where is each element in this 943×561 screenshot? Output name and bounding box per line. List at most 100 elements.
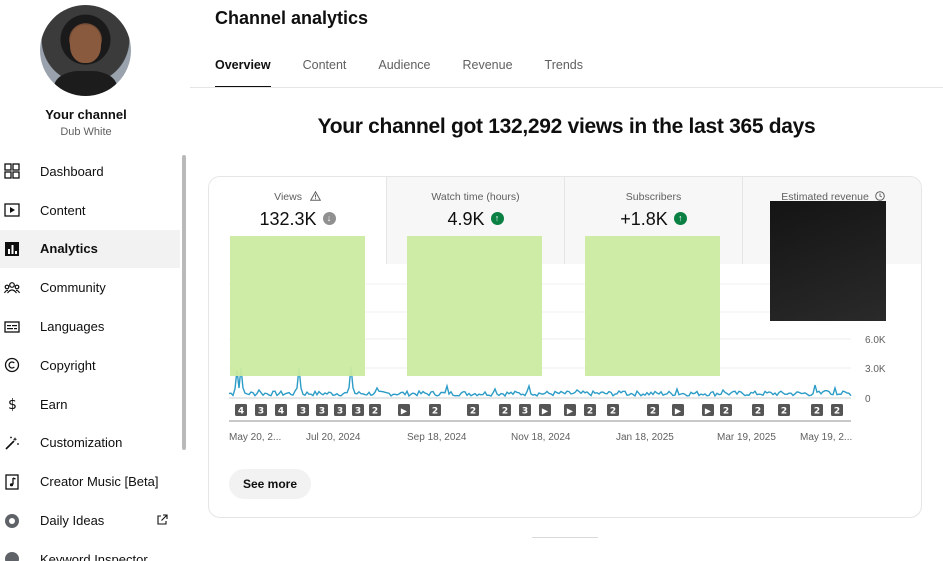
tab-audience[interactable]: Audience: [378, 58, 431, 72]
video-marker: [499, 404, 511, 416]
y-tick-label: 3.0K: [865, 364, 886, 375]
video-marker-label: 3: [522, 407, 528, 417]
tab-content[interactable]: Content: [302, 58, 347, 72]
video-marker-label: 2: [755, 407, 761, 417]
sidebar-item-daily-ideas[interactable]: Daily Ideas: [0, 501, 180, 540]
sidebar-item-keyword-inspector[interactable]: Keyword Inspector: [0, 540, 180, 561]
x-tick-label: Jul 20, 2024: [306, 432, 361, 443]
page-title: Channel analytics: [215, 8, 369, 28]
video-marker: [255, 404, 267, 416]
sidebar-item-copyright[interactable]: Copyright: [0, 346, 180, 385]
video-marker-label: ▶: [675, 407, 682, 416]
video-marker-label: ▶: [705, 407, 712, 416]
sidebar-scrollbar[interactable]: [182, 155, 186, 450]
video-marker: [334, 404, 346, 416]
see-more-button[interactable]: See more: [229, 469, 312, 499]
sidebar-item-label: Daily Ideas: [40, 513, 105, 529]
video-marker-label: 2: [610, 407, 616, 417]
sidebar-item-label: Languages: [40, 319, 105, 335]
keyword-inspector-icon: [3, 551, 20, 561]
video-marker-label: 2: [432, 407, 438, 417]
external-link-icon[interactable]: [156, 513, 168, 531]
video-marker: [539, 404, 551, 416]
metric-label-text: Estimated revenue: [781, 191, 869, 203]
video-marker-label: 2: [587, 407, 593, 417]
sidebar-item-community[interactable]: Community: [0, 268, 180, 307]
channel-name: Your channel: [45, 107, 127, 122]
tab-overview[interactable]: Overview: [215, 58, 271, 88]
video-marker-label: 2: [814, 407, 820, 417]
sidebar-item-label: Analytics: [40, 241, 98, 257]
creator-music-icon: [3, 473, 20, 490]
video-marker: [811, 404, 823, 416]
clock-icon: [874, 191, 885, 201]
sidebar-item-analytics[interactable]: Analytics: [0, 229, 180, 269]
divider: [532, 537, 598, 538]
tab-revenue[interactable]: Revenue: [462, 58, 513, 72]
series-line-views: [228, 366, 852, 398]
video-marker: [778, 404, 790, 416]
metric-label: Watch time (hours): [431, 191, 520, 203]
video-marker: [467, 404, 479, 416]
x-tick-label: May 19, 2...: [800, 432, 852, 443]
video-marker: [702, 404, 714, 416]
video-marker: [235, 404, 247, 416]
redaction-block: [585, 236, 720, 376]
video-marker: [831, 404, 843, 416]
video-marker: [584, 404, 596, 416]
metric-value: +1.8K ↑: [565, 209, 742, 230]
analytics-tabs: Overview Content Audience Revenue Trends: [215, 58, 615, 88]
video-marker: [564, 404, 576, 416]
sidebar-item-label: Dashboard: [40, 163, 104, 179]
channel-handle: Dub White: [60, 126, 112, 138]
metric-value: 4.9K ↑: [387, 209, 564, 230]
video-marker: [429, 404, 441, 416]
avatar-shirt: [54, 71, 117, 96]
x-tick-label: May 20, 2...: [229, 432, 281, 443]
x-tick-label: Sep 18, 2024: [407, 432, 467, 443]
x-tick-label: Jan 18, 2025: [616, 432, 674, 443]
metric-value-text: +1.8K: [620, 209, 668, 229]
video-marker-label: 3: [355, 407, 361, 417]
sidebar-item-creator-music[interactable]: Creator Music [Beta]: [0, 462, 180, 501]
svg-text:$: $: [8, 397, 17, 412]
sidebar-item-label: Keyword Inspector: [40, 551, 148, 561]
avatar-face: [70, 25, 101, 63]
video-marker: [369, 404, 381, 416]
metric-label-text: Views: [274, 191, 302, 203]
metric-label: Estimated revenue: [743, 191, 921, 203]
y-tick-label: 0: [865, 394, 871, 405]
video-marker-label: 3: [300, 407, 306, 417]
video-marker-label: 3: [258, 407, 264, 417]
sidebar-item-dashboard[interactable]: Dashboard: [0, 152, 180, 191]
sidebar-item-customization[interactable]: Customization: [0, 424, 180, 463]
video-marker-label: 3: [337, 407, 343, 417]
tabs-divider: [190, 87, 943, 88]
sidebar-item-label: Earn: [40, 396, 68, 412]
video-marker-label: ▶: [401, 407, 408, 416]
video-marker: [607, 404, 619, 416]
video-marker: [720, 404, 732, 416]
warning-icon: [309, 190, 322, 201]
video-marker: [275, 404, 287, 416]
sidebar-item-label: Customization: [40, 435, 123, 451]
video-marker-label: 2: [781, 407, 787, 417]
channel-avatar[interactable]: [40, 5, 131, 96]
sidebar-item-content[interactable]: Content: [0, 191, 180, 230]
video-marker-label: 4: [238, 407, 244, 417]
sidebar-item-earn[interactable]: $ Earn: [0, 385, 180, 424]
sidebar: Your channel Dub White Dashboard Content…: [0, 0, 190, 561]
x-tick-label: Mar 19, 2025: [717, 432, 776, 443]
video-marker-label: 2: [650, 407, 656, 417]
video-marker: [752, 404, 764, 416]
tab-trends[interactable]: Trends: [544, 58, 583, 72]
analytics-icon: [3, 240, 20, 257]
y-tick-label: 6.0K: [865, 335, 886, 346]
metric-label: Subscribers: [625, 191, 682, 203]
redaction-block: [407, 236, 542, 376]
sidebar-item-languages[interactable]: Languages: [0, 307, 180, 346]
video-marker-label: 2: [834, 407, 840, 417]
languages-icon: [3, 318, 20, 335]
customization-icon: [3, 434, 20, 451]
sidebar-item-label: Community: [40, 280, 106, 296]
